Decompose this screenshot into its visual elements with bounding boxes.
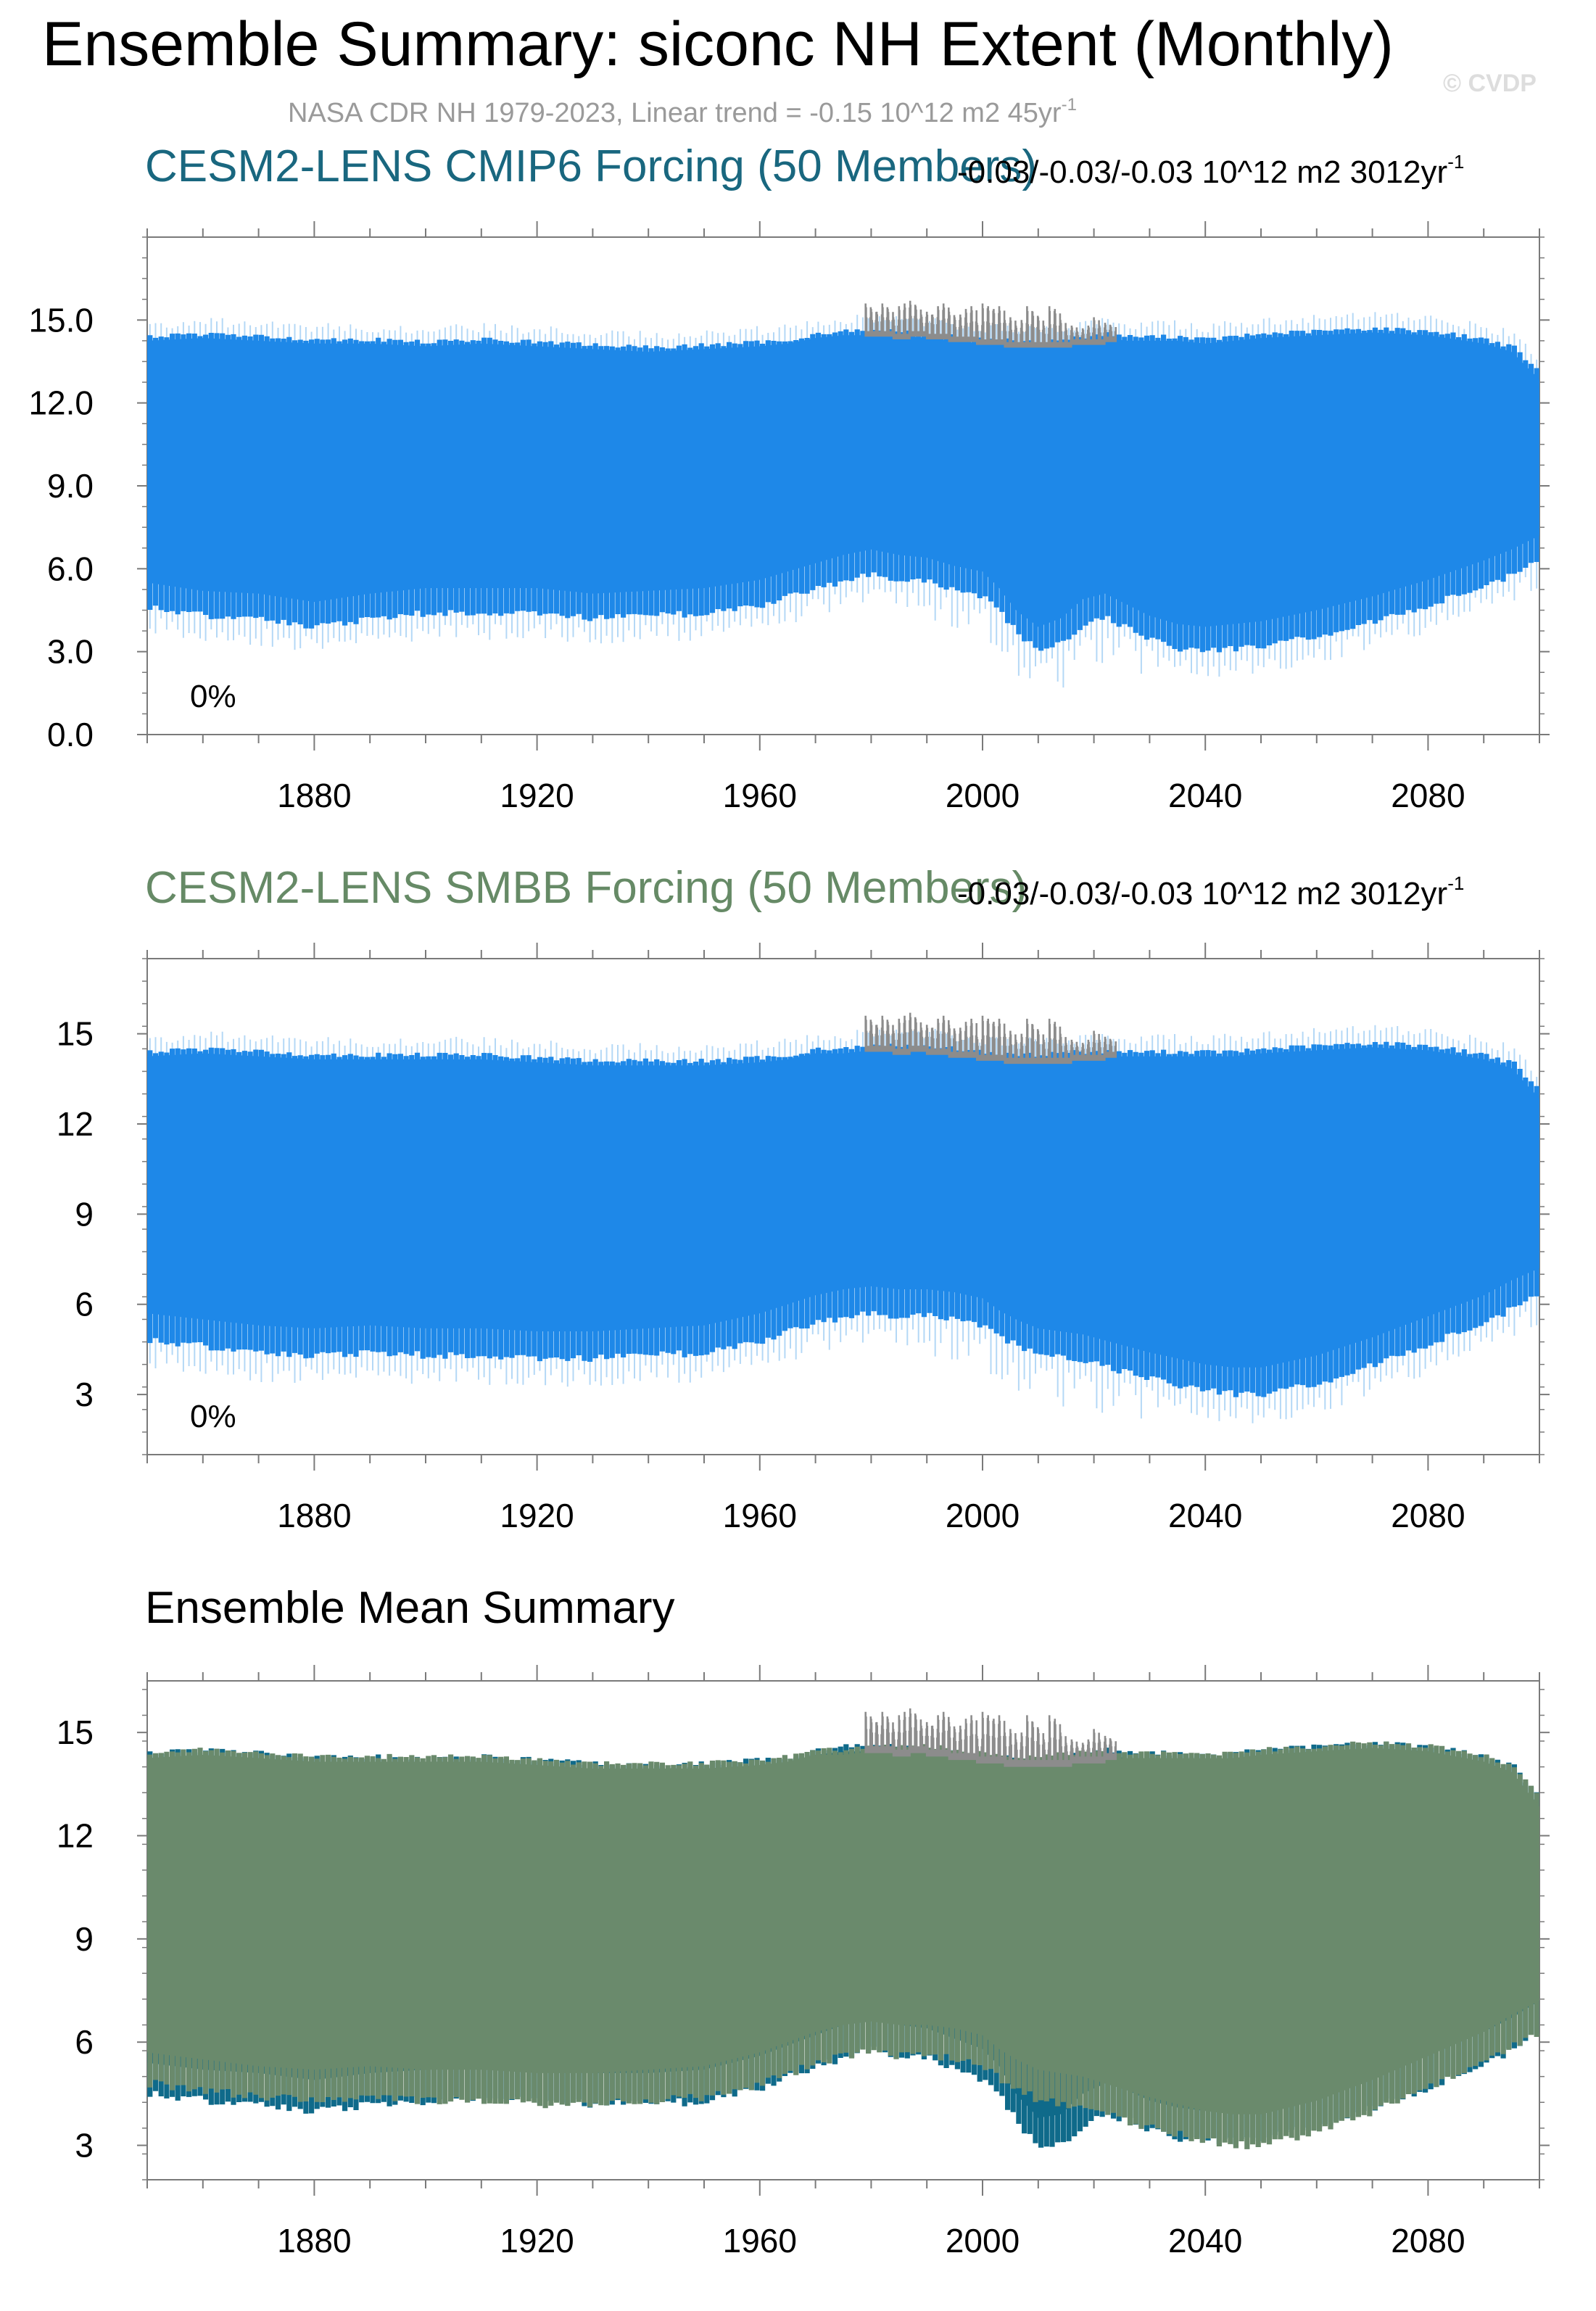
y-tick-label: 0.0 — [47, 716, 94, 753]
ensemble-member-series — [147, 312, 1539, 688]
panel-cmip6-trend-sup: -1 — [1447, 151, 1464, 173]
y-tick-label: 12.0 — [28, 384, 94, 422]
x-tick-label: 1920 — [500, 1497, 574, 1534]
x-axis: 1880 1920 1960 2000 2040 2080 — [146, 943, 1540, 1534]
observations-series — [864, 1708, 1117, 1767]
y-tick-label: 3 — [75, 1376, 94, 1413]
plot-area-mean: 3 6 9 12 15 1880 1920 1960 2000 2040 2080 — [57, 1665, 1550, 2260]
y-tick-label: 15 — [57, 1713, 94, 1751]
panel-cmip6-title: CESM2-LENS CMIP6 Forcing (50 Members) — [145, 141, 1037, 191]
y-axis: 0.0 3.0 6.0 9.0 12.0 15.0 — [28, 236, 1550, 753]
observations-bars — [864, 300, 1117, 348]
x-axis: 1880 1920 1960 2000 2040 2080 — [146, 1665, 1540, 2260]
x-tick-label: 2040 — [1168, 2222, 1242, 2260]
y-tick-label: 9 — [75, 1920, 94, 1958]
y-tick-label: 9.0 — [47, 467, 94, 505]
x-tick-label: 2000 — [946, 2222, 1020, 2260]
panel-mean-title: Ensemble Mean Summary — [145, 1583, 675, 1633]
x-tick-label: 1960 — [723, 777, 797, 814]
observations-series — [864, 1012, 1117, 1064]
obs-subtitle-text: NASA CDR NH 1979-2023, Linear trend = -0… — [288, 98, 1062, 128]
y-tick-label: 12 — [57, 1105, 94, 1143]
x-tick-label: 2040 — [1168, 1497, 1242, 1534]
series-body — [147, 1047, 1539, 1368]
x-tick-label: 1920 — [500, 2222, 574, 2260]
x-tick-label: 2000 — [946, 777, 1020, 814]
panel-smbb-trend-sup: -1 — [1447, 872, 1464, 894]
x-tick-label: 1920 — [500, 777, 574, 814]
panel-smbb: CESM2-LENS SMBB Forcing (50 Members) -0.… — [57, 863, 1550, 1534]
y-tick-label: 15.0 — [28, 301, 94, 339]
x-tick-label: 2080 — [1391, 777, 1465, 814]
watermark: © CVDP — [1443, 70, 1537, 97]
y-tick-label: 6.0 — [47, 550, 94, 587]
x-tick-label: 2080 — [1391, 2222, 1465, 2260]
y-tick-label: 3 — [75, 2127, 94, 2165]
x-tick-label: 2040 — [1168, 777, 1242, 814]
observations-bars — [864, 1012, 1117, 1064]
panel-smbb-trend: -0.03/-0.03/-0.03 10^12 m2 3012yr-1 — [957, 872, 1464, 911]
y-tick-label: 6 — [75, 1286, 94, 1323]
series-body — [147, 1748, 1539, 2114]
y-tick-label: 6 — [75, 2023, 94, 2061]
x-tick-label: 1960 — [723, 1497, 797, 1534]
x-tick-label: 1880 — [277, 777, 351, 814]
panel-mean: Ensemble Mean Summary 3 6 9 12 15 1880 1920 196… — [57, 1583, 1550, 2260]
y-axis: 3 6 9 12 15 — [57, 1689, 1550, 2180]
observations-bars — [864, 1708, 1117, 1767]
figure-title: Ensemble Summary: siconc NH Extent (Mont… — [42, 9, 1394, 79]
y-tick-label: 12 — [57, 1817, 94, 1855]
panel-smbb-title: CESM2-LENS SMBB Forcing (50 Members) — [145, 863, 1027, 913]
obs-subtitle: NASA CDR NH 1979-2023, Linear trend = -0… — [288, 95, 1077, 128]
ensemble-member-series — [147, 1025, 1539, 1423]
plot-area-smbb: 3 6 9 12 15 1880 1920 1960 2000 2040 2080 — [57, 943, 1550, 1534]
y-axis: 3 6 9 12 15 — [57, 958, 1550, 1455]
obs-subtitle-sup: -1 — [1062, 95, 1077, 115]
y-tick-label: 9 — [75, 1195, 94, 1233]
y-tick-label: 3.0 — [47, 633, 94, 671]
plot-area-cmip6: 0.0 3.0 6.0 9.0 12.0 15.0 1880 1920 1960 2000 2040… — [28, 221, 1550, 814]
x-tick-label: 1960 — [723, 2222, 797, 2260]
x-axis: 1880 1920 1960 2000 2040 2080 — [146, 221, 1540, 814]
panel-cmip6-trend: -0.03/-0.03/-0.03 10^12 m2 3012yr-1 — [957, 151, 1464, 190]
x-tick-label: 2080 — [1391, 1497, 1465, 1534]
x-tick-label: 2000 — [946, 1497, 1020, 1534]
series-body — [147, 332, 1539, 627]
x-tick-label: 1880 — [277, 2222, 351, 2260]
panel-cmip6: CESM2-LENS CMIP6 Forcing (50 Members) -0… — [28, 141, 1550, 814]
y-tick-label: 15 — [57, 1015, 94, 1053]
x-tick-label: 1880 — [277, 1497, 351, 1534]
panel-smbb-trend-text: -0.03/-0.03/-0.03 10^12 m2 3012yr — [957, 876, 1447, 911]
smbb-mean-series — [147, 1741, 1539, 2149]
observations-series — [864, 300, 1117, 348]
panel-cmip6-trend-text: -0.03/-0.03/-0.03 10^12 m2 3012yr — [957, 154, 1447, 190]
panel-cmip6-percent: 0% — [190, 679, 236, 714]
panel-smbb-percent: 0% — [190, 1399, 236, 1434]
